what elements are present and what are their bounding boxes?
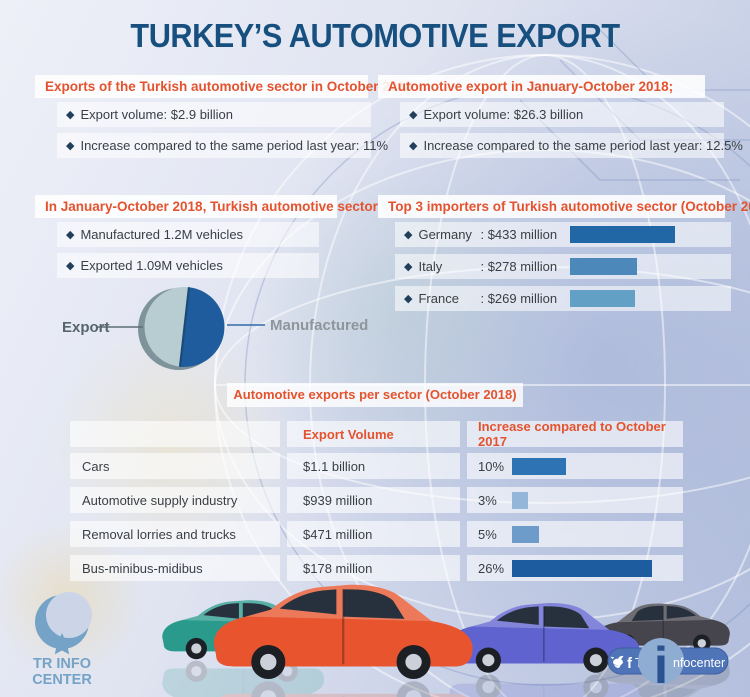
bullet-row: ◆ Increase compared to the same period l… <box>57 133 388 158</box>
facebook-icon: f <box>627 655 633 672</box>
sector-table-title: Automotive exports per sector (October 2… <box>227 383 523 407</box>
crescent-cutout <box>46 592 92 638</box>
increase-cell: 26% <box>467 555 683 581</box>
logo-line1: TR INFO <box>33 656 91 672</box>
increase-percent: 10% <box>478 458 505 474</box>
diamond-bullet-icon: ◆ <box>404 292 413 305</box>
importer-row-france: ◆ France : $269 million <box>395 286 731 311</box>
importer-value: : $433 million <box>480 227 558 242</box>
increase-cell: 3% <box>467 487 683 513</box>
trinfocenter-social-badge: f TR i nfocenter <box>607 638 729 695</box>
increase-bar <box>512 525 539 543</box>
tr-info-center-logo: TR INFO CENTER <box>32 592 92 688</box>
bullet-row: ◆ Exported 1.09M vehicles <box>57 253 319 278</box>
export-volume: $471 million <box>287 521 460 547</box>
diamond-bullet-icon: ◆ <box>66 259 75 272</box>
increase-cell: 5% <box>467 521 683 547</box>
box-janoct-exports-header: Automotive export in January-October 201… <box>378 75 705 98</box>
bullet-row: ◆ Export volume: $2.9 billion <box>57 102 371 127</box>
diamond-bullet-icon: ◆ <box>409 139 418 152</box>
importer-label: Italy <box>418 259 443 274</box>
importer-row-germany: ◆ Germany : $433 million <box>395 222 731 247</box>
increase-percent: 26% <box>478 560 505 576</box>
red-sedan <box>212 583 474 681</box>
importer-label: France <box>418 291 459 306</box>
increase-bar <box>512 457 566 475</box>
table-row: Removal lorries and trucks $471 million … <box>70 521 683 547</box>
star-icon <box>50 633 74 655</box>
header-cell-export-volume: Export Volume <box>287 421 460 447</box>
header-cell-increase: Increase compared to October 2017 <box>467 419 683 449</box>
importer-bar <box>570 258 638 275</box>
bullet-text: Exported 1.09M vehicles <box>80 258 223 273</box>
bullet-row: ◆ Export volume: $26.3 billion <box>400 102 724 127</box>
pie-label-export: Export <box>62 319 110 336</box>
importer-value: : $269 million <box>480 291 558 306</box>
importer-label: Germany <box>418 227 472 242</box>
export-volume: $178 million <box>287 555 460 581</box>
increase-cell: 10% <box>467 453 683 479</box>
info-circle-icon <box>638 638 684 684</box>
diamond-bullet-icon: ◆ <box>66 139 75 152</box>
bullet-text: Increase compared to the same period las… <box>80 138 389 153</box>
increase-percent: 3% <box>478 492 497 508</box>
table-row: Bus-minibus-midibus $178 million 26% <box>70 555 683 581</box>
pie-slice-export <box>144 286 189 367</box>
twitter-icon <box>610 655 624 668</box>
diamond-bullet-icon: ◆ <box>66 228 75 241</box>
top-importers-header: Top 3 importers of Turkish automotive se… <box>378 195 750 218</box>
box-october-exports-header: Exports of the Turkish automotive sector… <box>35 75 417 98</box>
table-header-row: Export Volume Increase compared to Octob… <box>70 419 683 449</box>
diamond-bullet-icon: ◆ <box>404 260 413 273</box>
bullet-text: Export volume: $26.3 billion <box>423 107 584 122</box>
importer-value: : $278 million <box>480 259 558 274</box>
sector-name: Removal lorries and trucks <box>70 521 280 547</box>
importer-bar <box>570 226 675 243</box>
increase-percent: 5% <box>478 526 497 542</box>
table-row: Automotive supply industry $939 million … <box>70 487 683 513</box>
export-volume: $939 million <box>287 487 460 513</box>
bullet-text: Increase compared to the same period las… <box>423 138 743 153</box>
export-volume: $1.1 billion <box>287 453 460 479</box>
logo-line2: CENTER <box>32 672 92 688</box>
diamond-bullet-icon: ◆ <box>66 108 75 121</box>
diamond-bullet-icon: ◆ <box>409 108 418 121</box>
table-row: Cars $1.1 billion 10% <box>70 453 683 479</box>
info-i-glyph: i <box>654 638 668 695</box>
increase-bar <box>512 559 653 577</box>
box-sector-summary-header: In January-October 2018, Turkish automot… <box>35 195 378 218</box>
bullet-text: Export volume: $2.9 billion <box>80 107 233 122</box>
bullet-row: ◆ Increase compared to the same period l… <box>400 133 743 158</box>
header-cell-sector <box>70 421 280 447</box>
diamond-bullet-icon: ◆ <box>404 228 413 241</box>
pie-label-manufactured: Manufactured <box>270 317 369 334</box>
importer-bar <box>570 290 636 307</box>
pie-slice-manufactured <box>180 287 225 367</box>
increase-bar <box>512 491 529 509</box>
badge-suffix: nfocenter <box>673 656 725 670</box>
sector-name: Automotive supply industry <box>70 487 280 513</box>
sector-name: Bus-minibus-midibus <box>70 555 280 581</box>
bullet-row: ◆ Manufactured 1.2M vehicles <box>57 222 319 247</box>
pie-divider <box>178 287 191 367</box>
bullet-text: Manufactured 1.2M vehicles <box>80 227 244 242</box>
export-manufactured-pie-chart <box>98 286 265 370</box>
importer-row-italy: ◆ Italy : $278 million <box>395 254 731 279</box>
page-title: TURKEY’S AUTOMOTIVE EXPORT <box>130 17 620 54</box>
sector-name: Cars <box>70 453 280 479</box>
